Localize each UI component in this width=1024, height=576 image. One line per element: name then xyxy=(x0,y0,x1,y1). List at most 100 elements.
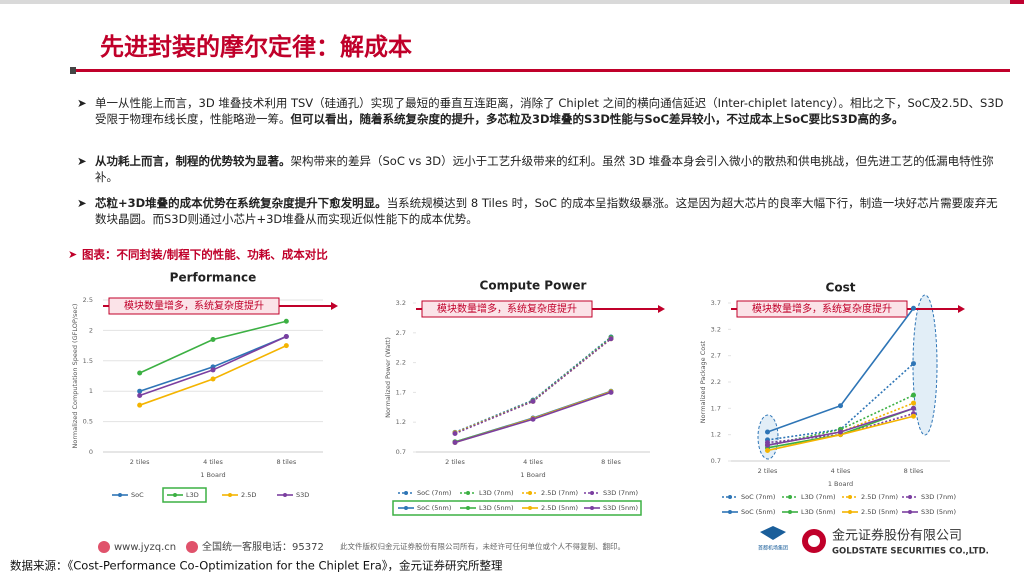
legend-swatch-marker xyxy=(404,506,408,510)
footer-copyright: 此文件版权归金元证券股份有限公司所有，未经许可任何单位或个人不得复制、翻印。 xyxy=(340,541,625,551)
legend-swatch-marker xyxy=(118,493,122,497)
series-marker xyxy=(210,367,216,373)
legend-swatch-marker xyxy=(466,506,470,510)
y-tick-label: 3.2 xyxy=(711,325,721,333)
legend-swatch-marker xyxy=(228,493,232,497)
x-tick-label: 4 tiles xyxy=(203,458,223,466)
legend-label: S3D (5nm) xyxy=(603,504,638,512)
series-marker xyxy=(137,392,143,398)
legend-label: S3D (7nm) xyxy=(603,489,638,497)
top-bar xyxy=(0,0,1024,4)
legend-label: 2.5D (5nm) xyxy=(541,504,578,512)
legend-label: L3D xyxy=(186,491,199,499)
x-tick-label: 4 tiles xyxy=(831,467,851,475)
y-tick-label: 1.2 xyxy=(396,418,406,426)
bullet: ➤ 单一从性能上而言，3D 堆叠技术利用 TSV（硅通孔）实现了最短的垂直互连距离… xyxy=(77,96,1004,126)
title-rule-cap xyxy=(70,67,76,74)
partner-name: 首都机场集团 xyxy=(758,545,788,552)
series-line xyxy=(139,344,287,406)
annotation-text: 模块数量增多，系统复杂度提升 xyxy=(752,302,892,315)
series-line xyxy=(139,335,287,392)
legend-swatch-marker xyxy=(590,491,594,495)
legend-swatch-marker xyxy=(848,495,852,499)
series-marker xyxy=(911,361,916,367)
legend-swatch-marker xyxy=(788,495,792,499)
y-tick-label: 1.7 xyxy=(711,404,721,412)
annotation-arrowhead xyxy=(658,305,665,313)
legend-label: S3D xyxy=(296,491,309,499)
series-marker xyxy=(530,416,536,422)
legend-label: 2.5D xyxy=(241,491,256,499)
y-tick-label: 2.7 xyxy=(396,329,406,337)
legend-swatch-marker xyxy=(173,493,177,497)
web-icon xyxy=(98,541,110,553)
series-marker xyxy=(765,442,770,448)
annotation-box xyxy=(421,300,593,318)
figure-title: 图表：不同封装/制程下的性能、功耗、成本对比 xyxy=(82,248,328,262)
legend-highlight xyxy=(392,500,642,516)
annotation-text: 模块数量增多，系统复杂度提升 xyxy=(124,299,264,312)
legend-label: S3D (5nm) xyxy=(921,508,956,516)
legend-swatch-marker xyxy=(848,510,852,514)
legend-swatch-marker xyxy=(528,506,532,510)
legend-label: SoC (5nm) xyxy=(741,508,775,516)
series-marker xyxy=(137,370,143,376)
legend-label: L3D (7nm) xyxy=(479,489,514,497)
phone-icon xyxy=(186,541,198,553)
chart-title: Cost xyxy=(826,281,856,295)
legend-swatch-marker xyxy=(528,491,532,495)
legend-label: SoC (5nm) xyxy=(417,504,451,512)
legend-swatch-marker xyxy=(466,491,470,495)
legend-label: L3D (7nm) xyxy=(801,493,836,501)
series-marker xyxy=(911,413,916,419)
annotation-text: 模块数量增多，系统复杂度提升 xyxy=(437,302,577,315)
y-tick-label: 3.7 xyxy=(711,299,721,307)
legend-swatch-marker xyxy=(590,506,594,510)
y-tick-label: 0 xyxy=(89,448,93,456)
footer-website: www.jyzq.cn xyxy=(114,542,176,553)
series-marker xyxy=(911,392,916,398)
bullet-text: 但可以看出，随着系统复杂度的提升，多芯粒及3D堆叠的S3D性能与SoC差异较小，… xyxy=(290,112,904,126)
legend-label: 2.5D (5nm) xyxy=(861,508,898,516)
x-axis-label: 1 Board xyxy=(520,471,545,479)
bullet-text: 从功耗上而言，制程的优势较为显著。 xyxy=(95,154,291,168)
legend-swatch-marker xyxy=(908,510,912,514)
annotation-box xyxy=(108,297,280,315)
y-tick-label: 0.7 xyxy=(711,457,721,465)
series-line xyxy=(767,307,915,433)
footer-hotline: 全国统一客服电话：95372 xyxy=(202,540,324,553)
y-tick-label: 2 xyxy=(89,326,93,334)
legend-swatch-marker xyxy=(404,491,408,495)
series-marker xyxy=(838,403,843,409)
y-tick-label: 1.7 xyxy=(396,388,406,396)
x-tick-label: 8 tiles xyxy=(276,458,296,466)
y-tick-label: 1 xyxy=(89,387,93,395)
x-tick-label: 2 tiles xyxy=(758,467,778,475)
x-axis-label: 1 Board xyxy=(828,480,853,488)
y-axis-label: Normalized Package Cost xyxy=(699,340,707,423)
y-tick-label: 2.2 xyxy=(711,378,721,386)
series-marker xyxy=(765,429,770,435)
bullet-text: 架构带来的差异（SoC vs 3D）远小于工艺升级带来的红利。虽然 3D 堆叠本… xyxy=(95,154,994,184)
legend-swatch-marker xyxy=(728,510,732,514)
company-name: 金元证券股份有限公司 xyxy=(832,528,962,544)
y-tick-label: 0.7 xyxy=(396,448,406,456)
x-tick-label: 2 tiles xyxy=(130,458,150,466)
series-marker xyxy=(530,398,536,404)
x-axis-label: 1 Board xyxy=(200,471,225,479)
bullet-text: 芯粒+3D堆叠的成本优势在系统复杂度提升下愈发明显。 xyxy=(95,196,387,210)
legend-swatch-marker xyxy=(283,493,287,497)
legend-label: S3D (7nm) xyxy=(921,493,956,501)
legend-label: SoC (7nm) xyxy=(417,489,451,497)
company-logo-inner xyxy=(808,535,820,547)
chart-title: Performance xyxy=(170,271,257,285)
series-line xyxy=(767,407,914,446)
series-marker xyxy=(911,305,916,311)
chart-title: Compute Power xyxy=(480,279,587,293)
partner-logo xyxy=(760,526,786,540)
bullet: ➤ 从功耗上而言，制程的优势较为显著。架构带来的差异（SoC vs 3D）远小于工… xyxy=(77,154,994,184)
series-marker xyxy=(283,343,289,349)
series-marker xyxy=(452,431,458,437)
